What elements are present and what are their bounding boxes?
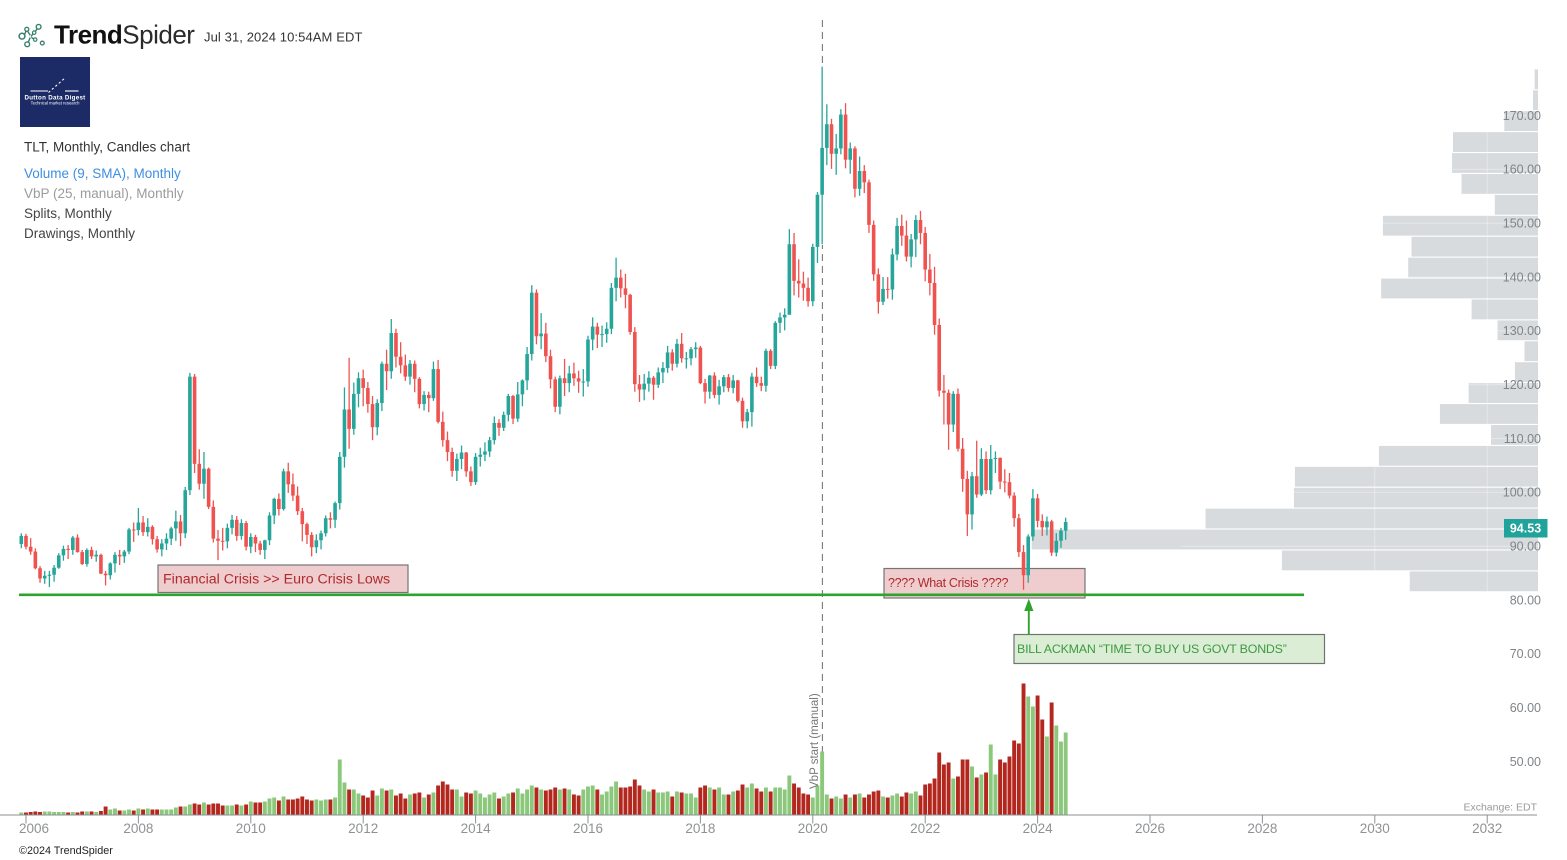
svg-text:2018: 2018 (685, 821, 715, 836)
svg-text:50.00: 50.00 (1510, 755, 1541, 769)
svg-text:VbP start (manual): VbP start (manual) (809, 693, 821, 789)
svg-text:2022: 2022 (910, 821, 940, 836)
svg-text:TrendSpider: TrendSpider (54, 20, 195, 50)
svg-text:2026: 2026 (1135, 821, 1165, 836)
svg-text:Drawings, Monthly: Drawings, Monthly (24, 226, 135, 241)
svg-text:120.00: 120.00 (1503, 378, 1541, 392)
svg-text:2006: 2006 (19, 821, 49, 836)
svg-text:150.00: 150.00 (1503, 217, 1541, 231)
svg-text:Exchange: EDT: Exchange: EDT (1463, 802, 1537, 814)
svg-text:Dutton Data Digest: Dutton Data Digest (24, 95, 85, 102)
svg-text:©2024 TrendSpider: ©2024 TrendSpider (19, 845, 113, 857)
svg-text:Technical market research: Technical market research (31, 100, 81, 105)
svg-text:2016: 2016 (573, 821, 603, 836)
svg-text:Volume (9, SMA), Monthly: Volume (9, SMA), Monthly (24, 166, 181, 181)
svg-text:60.00: 60.00 (1510, 701, 1541, 715)
svg-text:VbP (25, manual), Monthly: VbP (25, manual), Monthly (24, 186, 184, 201)
svg-text:Financial Crisis >> Euro Crisi: Financial Crisis >> Euro Crisis Lows (163, 572, 390, 588)
svg-text:Splits, Monthly: Splits, Monthly (24, 206, 112, 221)
svg-text:???? What Crisis ????: ???? What Crisis ???? (888, 576, 1009, 590)
svg-text:2020: 2020 (798, 821, 828, 836)
svg-text:2008: 2008 (123, 821, 153, 836)
svg-text:2014: 2014 (461, 821, 492, 836)
svg-text:80.00: 80.00 (1510, 593, 1541, 607)
svg-text:BILL ACKMAN “TIME TO BUY US GO: BILL ACKMAN “TIME TO BUY US GOVT BONDS” (1017, 642, 1287, 656)
svg-text:130.00: 130.00 (1503, 324, 1541, 338)
svg-text:94.53: 94.53 (1510, 522, 1541, 536)
svg-text:140.00: 140.00 (1503, 270, 1541, 284)
svg-text:Jul 31, 2024 10:54AM EDT: Jul 31, 2024 10:54AM EDT (204, 30, 363, 45)
svg-text:70.00: 70.00 (1510, 647, 1541, 661)
svg-text:160.00: 160.00 (1503, 163, 1541, 177)
svg-text:2028: 2028 (1247, 821, 1277, 836)
svg-text:2012: 2012 (348, 821, 378, 836)
svg-text:2024: 2024 (1023, 821, 1054, 836)
svg-text:90.00: 90.00 (1510, 540, 1541, 554)
svg-text:110.00: 110.00 (1504, 432, 1541, 446)
svg-text:2010: 2010 (236, 821, 266, 836)
svg-text:170.00: 170.00 (1503, 109, 1541, 123)
svg-text:2030: 2030 (1360, 821, 1390, 836)
svg-text:TLT, Monthly, Candles chart: TLT, Monthly, Candles chart (24, 140, 190, 155)
svg-text:2032: 2032 (1472, 821, 1502, 836)
svg-text:100.00: 100.00 (1503, 486, 1541, 500)
